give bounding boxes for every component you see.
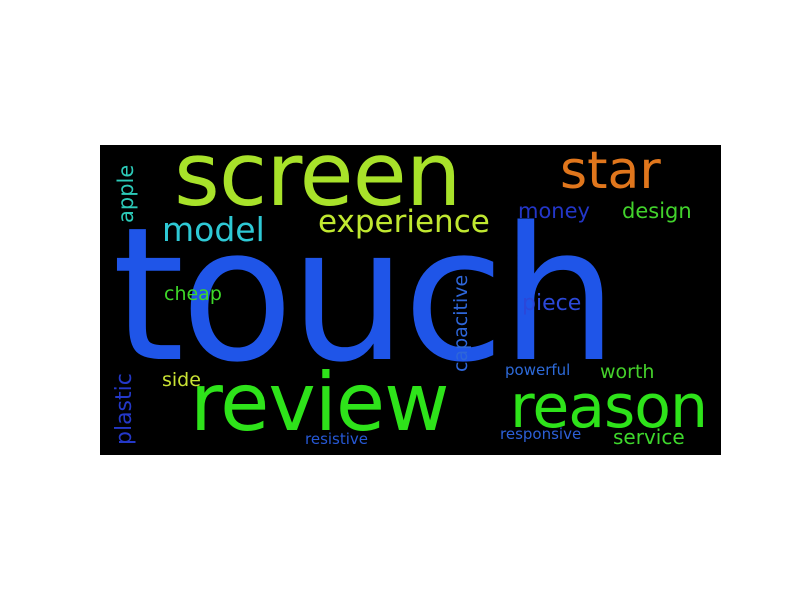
word-cloud: touch screen star review reason experien… [100,145,721,455]
word-star: star [560,145,661,201]
word-powerful: powerful [505,361,571,379]
word-plastic: plastic [112,373,137,445]
word-worth: worth [600,361,655,383]
word-design: design [622,199,692,223]
word-experience: experience [318,204,490,240]
word-cheap: cheap [164,283,222,305]
word-apple: apple [114,164,138,223]
word-money: money [518,199,590,223]
word-piece: piece [522,291,582,316]
word-resistive: resistive [305,430,369,448]
word-model: model [162,210,265,249]
word-touch: touch [112,187,618,403]
word-review: review [190,356,450,449]
word-side: side [162,369,201,391]
word-screen: screen [174,145,462,226]
word-reason: reason [510,372,708,442]
word-capacitive: capacitive [450,274,472,372]
word-service: service [613,425,685,449]
word-responsive: responsive [500,425,582,443]
